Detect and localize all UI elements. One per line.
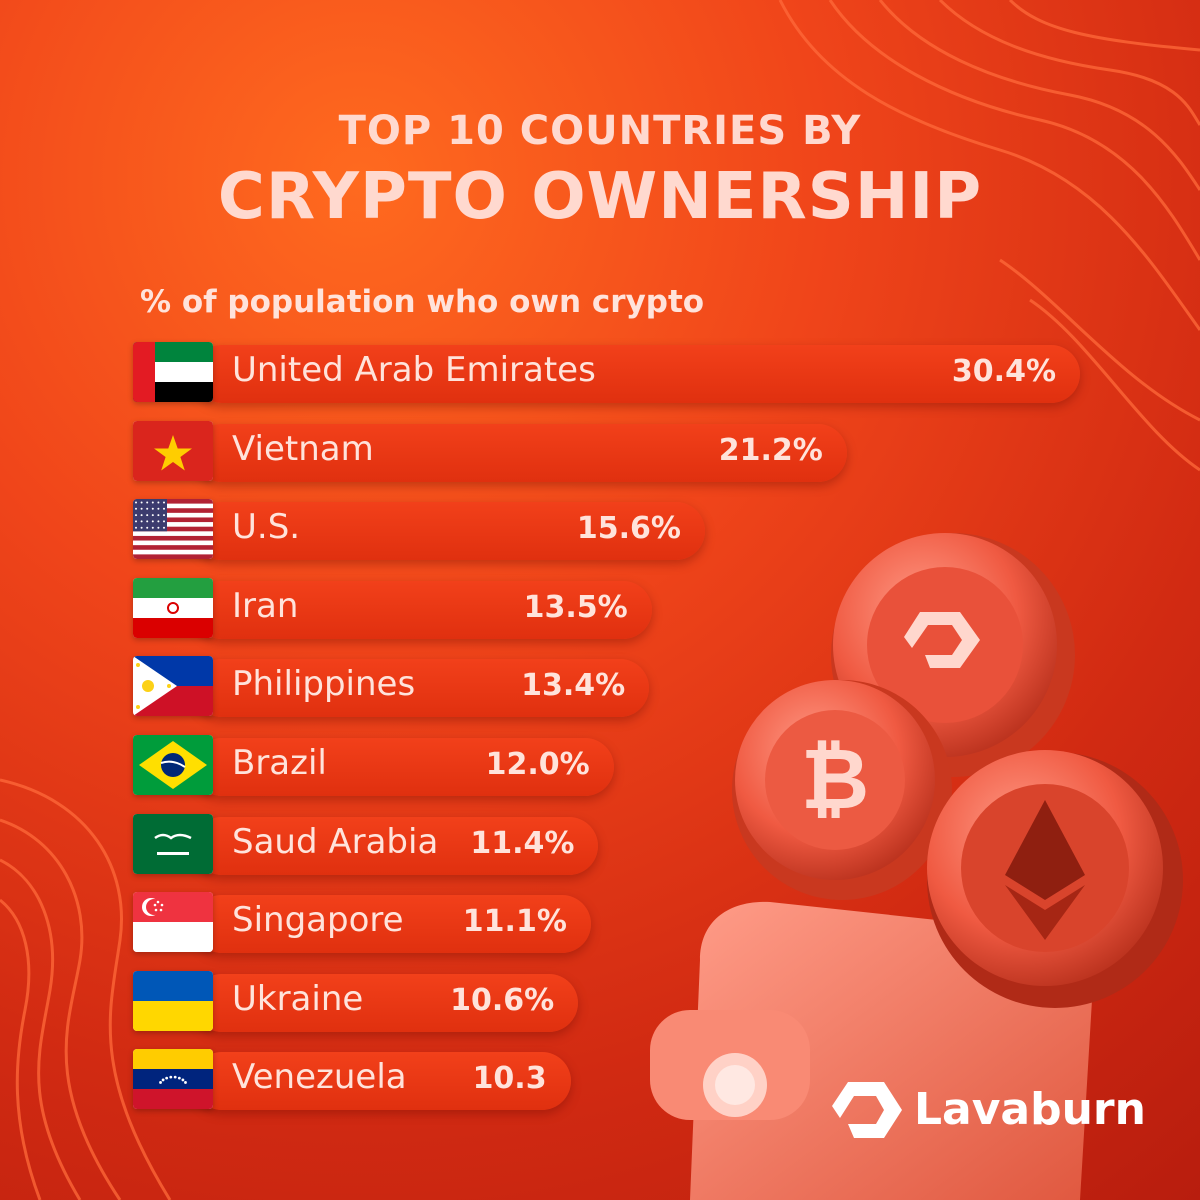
saudi-arabia-flag-icon: [133, 813, 213, 874]
venezuela-flag-icon: [133, 1049, 213, 1110]
bar-row: Philippines 13.4%: [133, 656, 650, 718]
country-label: U.S.: [232, 507, 301, 548]
bitcoin-coin-icon: ₿: [732, 680, 952, 900]
philippines-flag-icon: [133, 656, 213, 717]
country-label: Iran: [232, 585, 299, 626]
ukraine-flag-icon: [133, 970, 213, 1031]
bar-row: U.S. 15.6%: [133, 499, 705, 561]
bar-row: Ukraine 10.6%: [133, 970, 579, 1032]
value-label: 10.3: [472, 1061, 547, 1097]
bar: [193, 1052, 571, 1111]
brazil-flag-icon: [133, 735, 213, 795]
bar: [193, 816, 599, 875]
value-label: 30.4%: [951, 354, 1056, 389]
value-label: 15.6%: [576, 511, 681, 547]
bar: [193, 423, 847, 482]
country-label: Brazil: [232, 743, 327, 783]
country-label: Ukraine: [232, 978, 364, 1019]
bar-row: United Arab Emirates 30.4%: [133, 342, 1080, 403]
vietnam-flag-icon: [133, 420, 213, 481]
value-label: 10.6%: [450, 982, 555, 1018]
bar-row: Brazil 12.0%: [133, 735, 614, 796]
chart-subtitle: % of population who own crypto: [140, 284, 705, 320]
singapore-flag-icon: [133, 892, 213, 953]
brand-name: Lavaburn: [914, 1084, 1146, 1135]
value-label: 11.4%: [470, 825, 575, 861]
value-label: 21.2%: [718, 432, 823, 468]
country-label: Singapore: [232, 900, 404, 941]
country-label: United Arab Emirates: [232, 350, 596, 390]
us-flag-icon: [133, 499, 213, 560]
country-label: Saud Arabia: [232, 821, 439, 862]
bar: [193, 659, 650, 718]
title-line-2: CRYPTO OWNERSHIP: [217, 160, 983, 234]
value-label: 13.5%: [523, 589, 628, 625]
ethereum-coin-icon: [927, 750, 1183, 1008]
bar: [193, 738, 614, 796]
value-label: 11.1%: [462, 904, 567, 940]
bar-row: Venezuela 10.3: [133, 1049, 571, 1111]
bar-row: Saud Arabia 11.4%: [133, 813, 599, 875]
country-label: Philippines: [232, 664, 416, 705]
bar-row: Vietnam 21.2%: [133, 420, 847, 482]
bar: [193, 895, 591, 954]
title-line-1: TOP 10 COUNTRIES BY: [338, 108, 862, 154]
bar: [193, 345, 1080, 403]
uae-flag-icon: [133, 342, 213, 402]
iran-flag-icon: [133, 577, 213, 638]
value-label: 13.4%: [521, 668, 626, 704]
bar: [193, 502, 705, 561]
value-label: 12.0%: [485, 747, 590, 782]
bar-row: Singapore 11.1%: [133, 892, 591, 954]
country-label: Venezuela: [232, 1057, 407, 1098]
bar: [193, 973, 579, 1032]
bar-row: Iran 13.5%: [133, 577, 652, 639]
svg-text:₿: ₿: [801, 730, 869, 828]
country-label: Vietnam: [232, 428, 374, 469]
bar: [193, 580, 652, 639]
lavaburn-logo-icon: [832, 1082, 902, 1138]
